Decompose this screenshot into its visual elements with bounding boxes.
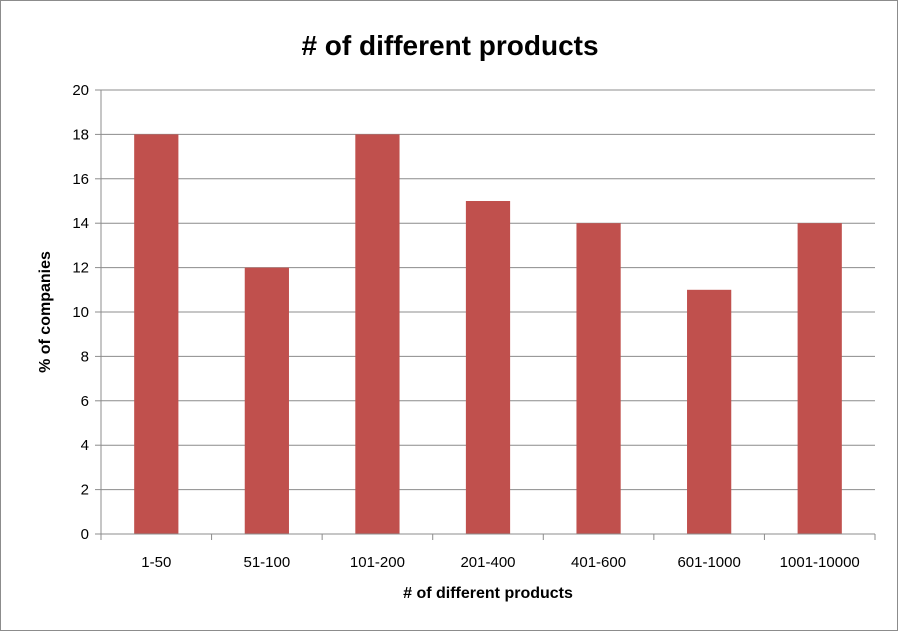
bar [797,223,842,534]
y-tick-label: 14 [72,215,89,232]
axes [95,89,876,540]
y-tick-label: 16 [72,171,89,188]
bar [134,134,179,534]
y-tick-label: 18 [72,126,89,143]
bar [465,201,511,534]
bars [134,134,842,534]
chart-title: # of different products [301,30,598,61]
x-tick-label: 201-400 [460,554,515,571]
y-tick-labels: 0 2 4 6 8 10 12 14 16 18 20 [72,82,89,543]
y-tick-label: 6 [81,393,89,410]
x-tick-label: 101-200 [350,554,405,571]
y-tick-label: 8 [81,348,89,365]
x-tick-label: 1001-10000 [780,554,860,571]
y-tick-label: 0 [81,526,89,543]
y-tick-label: 20 [72,82,89,99]
x-tick-label: 51-100 [243,554,290,571]
bar [576,223,621,534]
x-tick-labels: 1-50 51-100 101-200 201-400 401-600 601-1000 1… [141,554,859,571]
x-tick-label: 601-1000 [677,554,740,571]
y-tick-label: 4 [81,437,89,454]
x-axis-label: # of different products [403,585,573,602]
bar [355,134,400,534]
y-tick-label: 2 [81,482,89,499]
y-tick-label: 12 [72,260,89,277]
x-tick-label: 401-600 [571,554,626,571]
bar [687,289,732,534]
x-tick-label: 1-50 [141,554,171,571]
y-tick-label: 10 [72,304,89,321]
bar [244,267,289,534]
y-axis-label: % of companies [37,251,54,373]
